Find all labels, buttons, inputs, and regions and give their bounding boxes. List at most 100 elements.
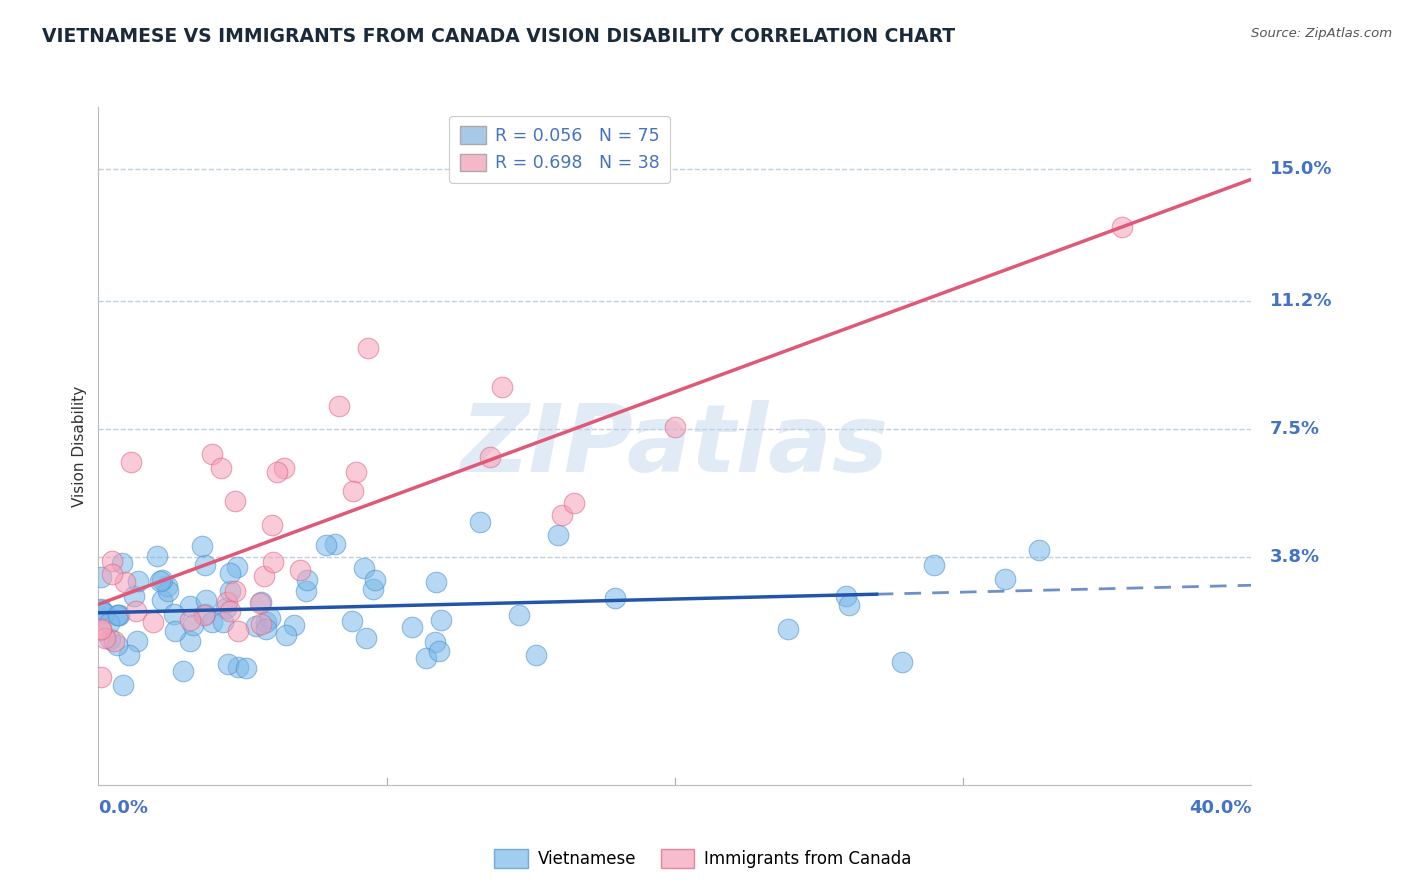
Point [172,664,194,678]
Point [179,613,201,627]
Point [224,493,246,508]
Point [776,622,799,636]
Text: ZIPatlas: ZIPatlas [461,400,889,492]
Point [157,584,180,599]
Point [344,465,367,479]
Point [295,583,318,598]
Point [93,632,115,646]
Point [112,678,135,692]
Text: 15.0%: 15.0% [1270,161,1331,178]
Point [181,618,204,632]
Point [209,461,232,475]
Point [217,657,239,671]
Point [226,660,249,674]
Point [262,518,284,533]
Point [315,538,337,552]
Point [212,615,235,629]
Point [250,617,273,632]
Point [117,648,139,662]
Point [1111,220,1133,235]
Point [283,618,305,632]
Point [364,573,387,587]
Point [470,516,492,530]
Point [193,608,215,623]
Point [219,604,242,618]
Point [90,622,112,636]
Point [93,606,115,620]
Point [120,455,142,469]
Point [415,650,437,665]
Point [254,622,277,636]
Point [427,644,450,658]
Point [90,603,112,617]
Point [1028,543,1050,558]
Point [179,599,201,613]
Point [217,595,239,609]
Text: VIETNAMESE VS IMMIGRANTS FROM CANADA VISION DISABILITY CORRELATION CHART: VIETNAMESE VS IMMIGRANTS FROM CANADA VIS… [42,27,955,45]
Point [226,560,249,574]
Point [125,633,148,648]
Point [163,607,186,622]
Point [201,447,224,461]
Point [430,613,453,627]
Point [218,566,240,581]
Point [105,608,128,623]
Point [245,619,267,633]
Legend: R = 0.056   N = 75, R = 0.698   N = 38: R = 0.056 N = 75, R = 0.698 N = 38 [450,116,669,183]
Point [323,537,346,551]
Point [90,601,112,615]
Point [127,574,149,588]
Point [551,508,574,522]
Point [266,465,288,479]
Point [253,569,276,583]
Point [125,604,148,618]
Point [562,496,585,510]
Y-axis label: Vision Disability: Vision Disability [72,385,87,507]
Point [328,399,350,413]
Point [838,598,860,612]
Point [274,628,297,642]
Point [90,570,112,584]
Text: 11.2%: 11.2% [1270,292,1331,310]
Point [201,615,224,630]
Point [425,635,447,649]
Point [226,624,249,639]
Point [547,527,569,541]
Point [254,615,277,630]
Point [259,610,281,624]
Point [922,558,945,572]
Legend: Vietnamese, Immigrants from Canada: Vietnamese, Immigrants from Canada [488,842,918,875]
Point [288,563,311,577]
Text: Source: ZipAtlas.com: Source: ZipAtlas.com [1251,27,1392,40]
Point [194,558,217,573]
Text: 0.0%: 0.0% [98,799,149,817]
Text: 7.5%: 7.5% [1270,420,1320,438]
Point [835,589,858,603]
Point [993,572,1015,586]
Point [354,632,377,646]
Point [194,607,217,621]
Point [142,615,165,629]
Point [524,648,547,662]
Point [361,582,384,596]
Point [508,607,530,622]
Point [297,573,319,587]
Point [890,655,912,669]
Text: 40.0%: 40.0% [1189,799,1251,817]
Text: 3.8%: 3.8% [1270,548,1320,566]
Point [249,596,271,610]
Point [114,575,136,590]
Point [425,574,447,589]
Point [219,584,242,599]
Point [478,450,501,464]
Point [90,624,112,638]
Point [263,556,285,570]
Point [664,419,686,434]
Point [353,561,375,575]
Point [491,380,513,394]
Point [357,341,380,355]
Point [163,624,186,638]
Point [215,600,238,615]
Point [101,566,124,581]
Point [150,573,173,587]
